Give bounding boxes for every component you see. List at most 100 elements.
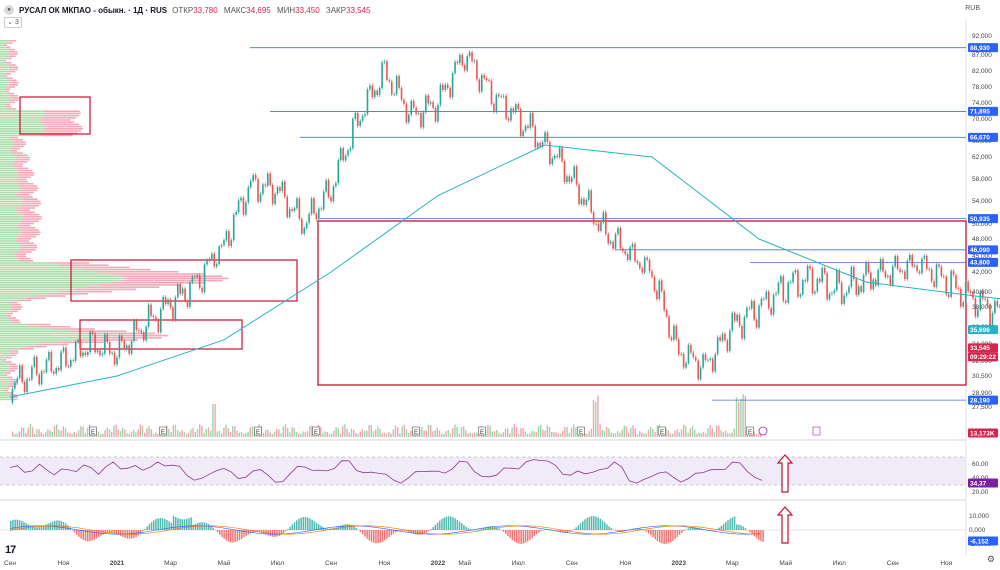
macd-histogram-bar — [181, 519, 184, 530]
macd-histogram-bar — [722, 524, 725, 530]
candle-body — [281, 181, 284, 191]
candle-body — [770, 308, 772, 315]
price-tick-label: 42,000 — [972, 269, 992, 276]
candle-body — [286, 196, 289, 218]
candle-body — [507, 118, 510, 121]
volume-bar — [216, 431, 218, 437]
horizontal-levels[interactable] — [250, 47, 966, 401]
macd-histogram-bar — [148, 524, 151, 530]
volume-bar — [592, 400, 595, 437]
volume-bar — [192, 428, 194, 437]
volume-bar — [553, 432, 555, 437]
candle-body — [201, 287, 203, 293]
candle-body — [11, 388, 14, 403]
volume-bar — [53, 425, 56, 437]
annotation-boxes[interactable] — [19, 96, 967, 386]
candle-body — [461, 54, 464, 66]
macd-histogram-bar — [608, 526, 610, 530]
macd-histogram-bar — [311, 519, 313, 530]
candle-body — [585, 199, 588, 205]
candle-body — [867, 262, 870, 273]
volume-profile-bar — [8, 378, 17, 381]
volume-bar — [405, 429, 408, 437]
candle-body — [986, 299, 989, 305]
indicators-collapse-button[interactable]: ⌄ 3 — [4, 17, 22, 28]
candle-body — [884, 271, 887, 278]
volume-profile-bar — [8, 40, 17, 42]
candle-body — [607, 234, 610, 244]
price-tick-label: 78,000 — [972, 84, 992, 91]
candle-body — [388, 80, 391, 82]
settings-gear-icon[interactable]: ⚙ — [986, 554, 995, 564]
volume-profile-bar — [0, 356, 7, 359]
event-marker-label: E — [314, 430, 318, 436]
volume-profile-bar — [10, 99, 19, 101]
macd-histogram-bar — [406, 530, 408, 532]
volume-bar — [64, 427, 67, 437]
macd-histogram-bar — [298, 518, 300, 530]
volume-profile-bar — [14, 178, 27, 181]
volume-profile — [0, 40, 229, 401]
candle-body — [427, 95, 430, 104]
rsi-value-tag-bg — [968, 478, 998, 488]
volume-bar — [223, 427, 225, 437]
volume-profile-bar — [10, 147, 20, 150]
macd-histogram-bar — [502, 530, 505, 532]
volume-profile-bar — [0, 235, 20, 238]
candle-body — [339, 148, 342, 161]
macd-histogram-bar — [260, 530, 263, 533]
volume-bar — [573, 424, 575, 437]
volume-bar — [148, 425, 150, 437]
macd-histogram-bar — [637, 528, 639, 530]
volume-bar — [520, 428, 522, 437]
candle-body — [203, 264, 206, 293]
volume-profile-bar — [0, 334, 93, 337]
volume-profile-bar — [0, 84, 10, 86]
macd-histogram-bar — [216, 530, 219, 533]
up-arrow-annotations[interactable] — [776, 454, 794, 544]
candle-body — [699, 367, 702, 380]
candle-body — [622, 248, 624, 252]
macd-histogram-bar — [566, 530, 569, 533]
candle-body — [218, 246, 220, 264]
volume-bar — [700, 433, 702, 437]
macd-histogram-bar — [520, 530, 522, 544]
volume-profile-bar — [18, 348, 35, 350]
volume-profile-bar — [14, 141, 26, 143]
volume-profile-bar — [0, 326, 39, 328]
macd-histogram-bar — [480, 528, 483, 530]
volume-bar — [146, 428, 148, 437]
candle-body — [463, 65, 466, 71]
time-axis[interactable]: Сен Ноя 2021 Мар Май Июл Сен Ноя 2022 Май Июл Сен Но… — [4, 559, 953, 567]
candle-body — [313, 198, 315, 214]
candle-body — [887, 275, 889, 278]
volume-profile-bar — [44, 112, 81, 115]
candle-body — [780, 276, 782, 283]
macd-histogram-bar — [612, 529, 615, 531]
candle-body — [519, 109, 522, 136]
candle-body — [750, 300, 753, 309]
volume-profile-bar — [37, 343, 69, 346]
candle-body — [870, 272, 872, 290]
currency-label[interactable]: RUB — [965, 5, 980, 12]
tradingview-logo-icon[interactable]: 17 — [5, 544, 16, 556]
candle-body — [21, 365, 23, 382]
volume-bar — [344, 424, 346, 437]
macd-histogram-bar — [293, 522, 296, 530]
volume-profile-bar — [20, 246, 38, 249]
volume-profile-bar — [0, 150, 10, 152]
symbol-title[interactable]: РУСАЛ ОК МКПАО - обыкн. · 1Д · RUS — [19, 5, 168, 15]
volume-profile-bar — [0, 55, 9, 57]
macd-histogram-bar — [654, 530, 657, 540]
volume-profile-bar — [15, 154, 28, 156]
price-tick-label: 92,000 — [972, 33, 992, 40]
macd-histogram-bar — [302, 517, 305, 530]
candle-body — [57, 368, 60, 371]
event-marker-icon — [658, 426, 666, 436]
volume-bar — [12, 431, 14, 437]
volume-profile-bar — [0, 337, 90, 339]
candle-body — [694, 357, 697, 361]
volume-profile-bar — [0, 365, 10, 368]
